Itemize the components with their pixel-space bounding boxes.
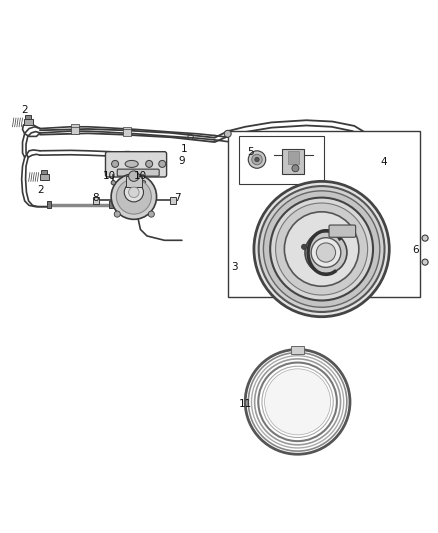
Circle shape xyxy=(111,174,156,220)
Circle shape xyxy=(284,212,359,286)
Bar xyxy=(126,176,142,187)
Bar xyxy=(25,115,31,119)
Bar xyxy=(24,119,32,125)
Text: 8: 8 xyxy=(92,192,99,203)
Ellipse shape xyxy=(159,160,166,167)
Circle shape xyxy=(248,151,266,168)
Circle shape xyxy=(311,238,341,268)
Circle shape xyxy=(265,369,331,435)
Circle shape xyxy=(316,243,336,262)
Bar xyxy=(93,197,99,204)
Circle shape xyxy=(117,179,151,214)
Bar xyxy=(283,149,304,174)
Bar xyxy=(170,197,176,204)
Circle shape xyxy=(141,181,146,185)
FancyBboxPatch shape xyxy=(329,225,356,237)
Text: 10: 10 xyxy=(134,171,147,181)
Circle shape xyxy=(422,259,428,265)
Text: 11: 11 xyxy=(239,399,252,409)
Circle shape xyxy=(305,231,347,273)
Ellipse shape xyxy=(125,160,138,167)
Circle shape xyxy=(129,187,139,198)
Circle shape xyxy=(112,160,119,167)
Bar xyxy=(288,151,299,164)
Text: 9: 9 xyxy=(179,156,185,166)
FancyBboxPatch shape xyxy=(106,152,166,177)
Text: 3: 3 xyxy=(231,262,237,271)
Circle shape xyxy=(129,171,139,181)
Circle shape xyxy=(114,211,120,217)
Bar xyxy=(291,346,304,354)
Circle shape xyxy=(255,157,259,161)
Text: 7: 7 xyxy=(174,192,181,203)
FancyBboxPatch shape xyxy=(117,169,159,176)
Circle shape xyxy=(148,211,154,217)
Text: 2: 2 xyxy=(38,185,44,195)
Bar xyxy=(40,174,49,180)
Text: 4: 4 xyxy=(381,157,387,167)
Circle shape xyxy=(259,186,385,312)
Text: 10: 10 xyxy=(102,171,116,181)
Circle shape xyxy=(263,191,380,307)
Circle shape xyxy=(124,183,144,202)
Bar xyxy=(239,135,324,183)
Bar xyxy=(47,201,51,208)
Text: 2: 2 xyxy=(21,105,28,115)
Circle shape xyxy=(270,198,373,301)
Circle shape xyxy=(276,203,367,295)
Bar xyxy=(124,127,131,136)
Bar xyxy=(228,131,420,297)
Text: 6: 6 xyxy=(412,245,419,255)
Circle shape xyxy=(111,181,116,185)
Text: 5: 5 xyxy=(247,147,254,157)
Circle shape xyxy=(301,244,307,249)
Circle shape xyxy=(146,160,152,167)
Circle shape xyxy=(252,154,262,165)
Circle shape xyxy=(292,165,299,172)
Text: 1: 1 xyxy=(181,143,187,154)
Bar xyxy=(71,124,79,134)
Circle shape xyxy=(254,181,389,317)
Circle shape xyxy=(422,235,428,241)
Bar xyxy=(41,169,47,174)
Circle shape xyxy=(224,130,231,138)
Bar xyxy=(110,201,113,208)
